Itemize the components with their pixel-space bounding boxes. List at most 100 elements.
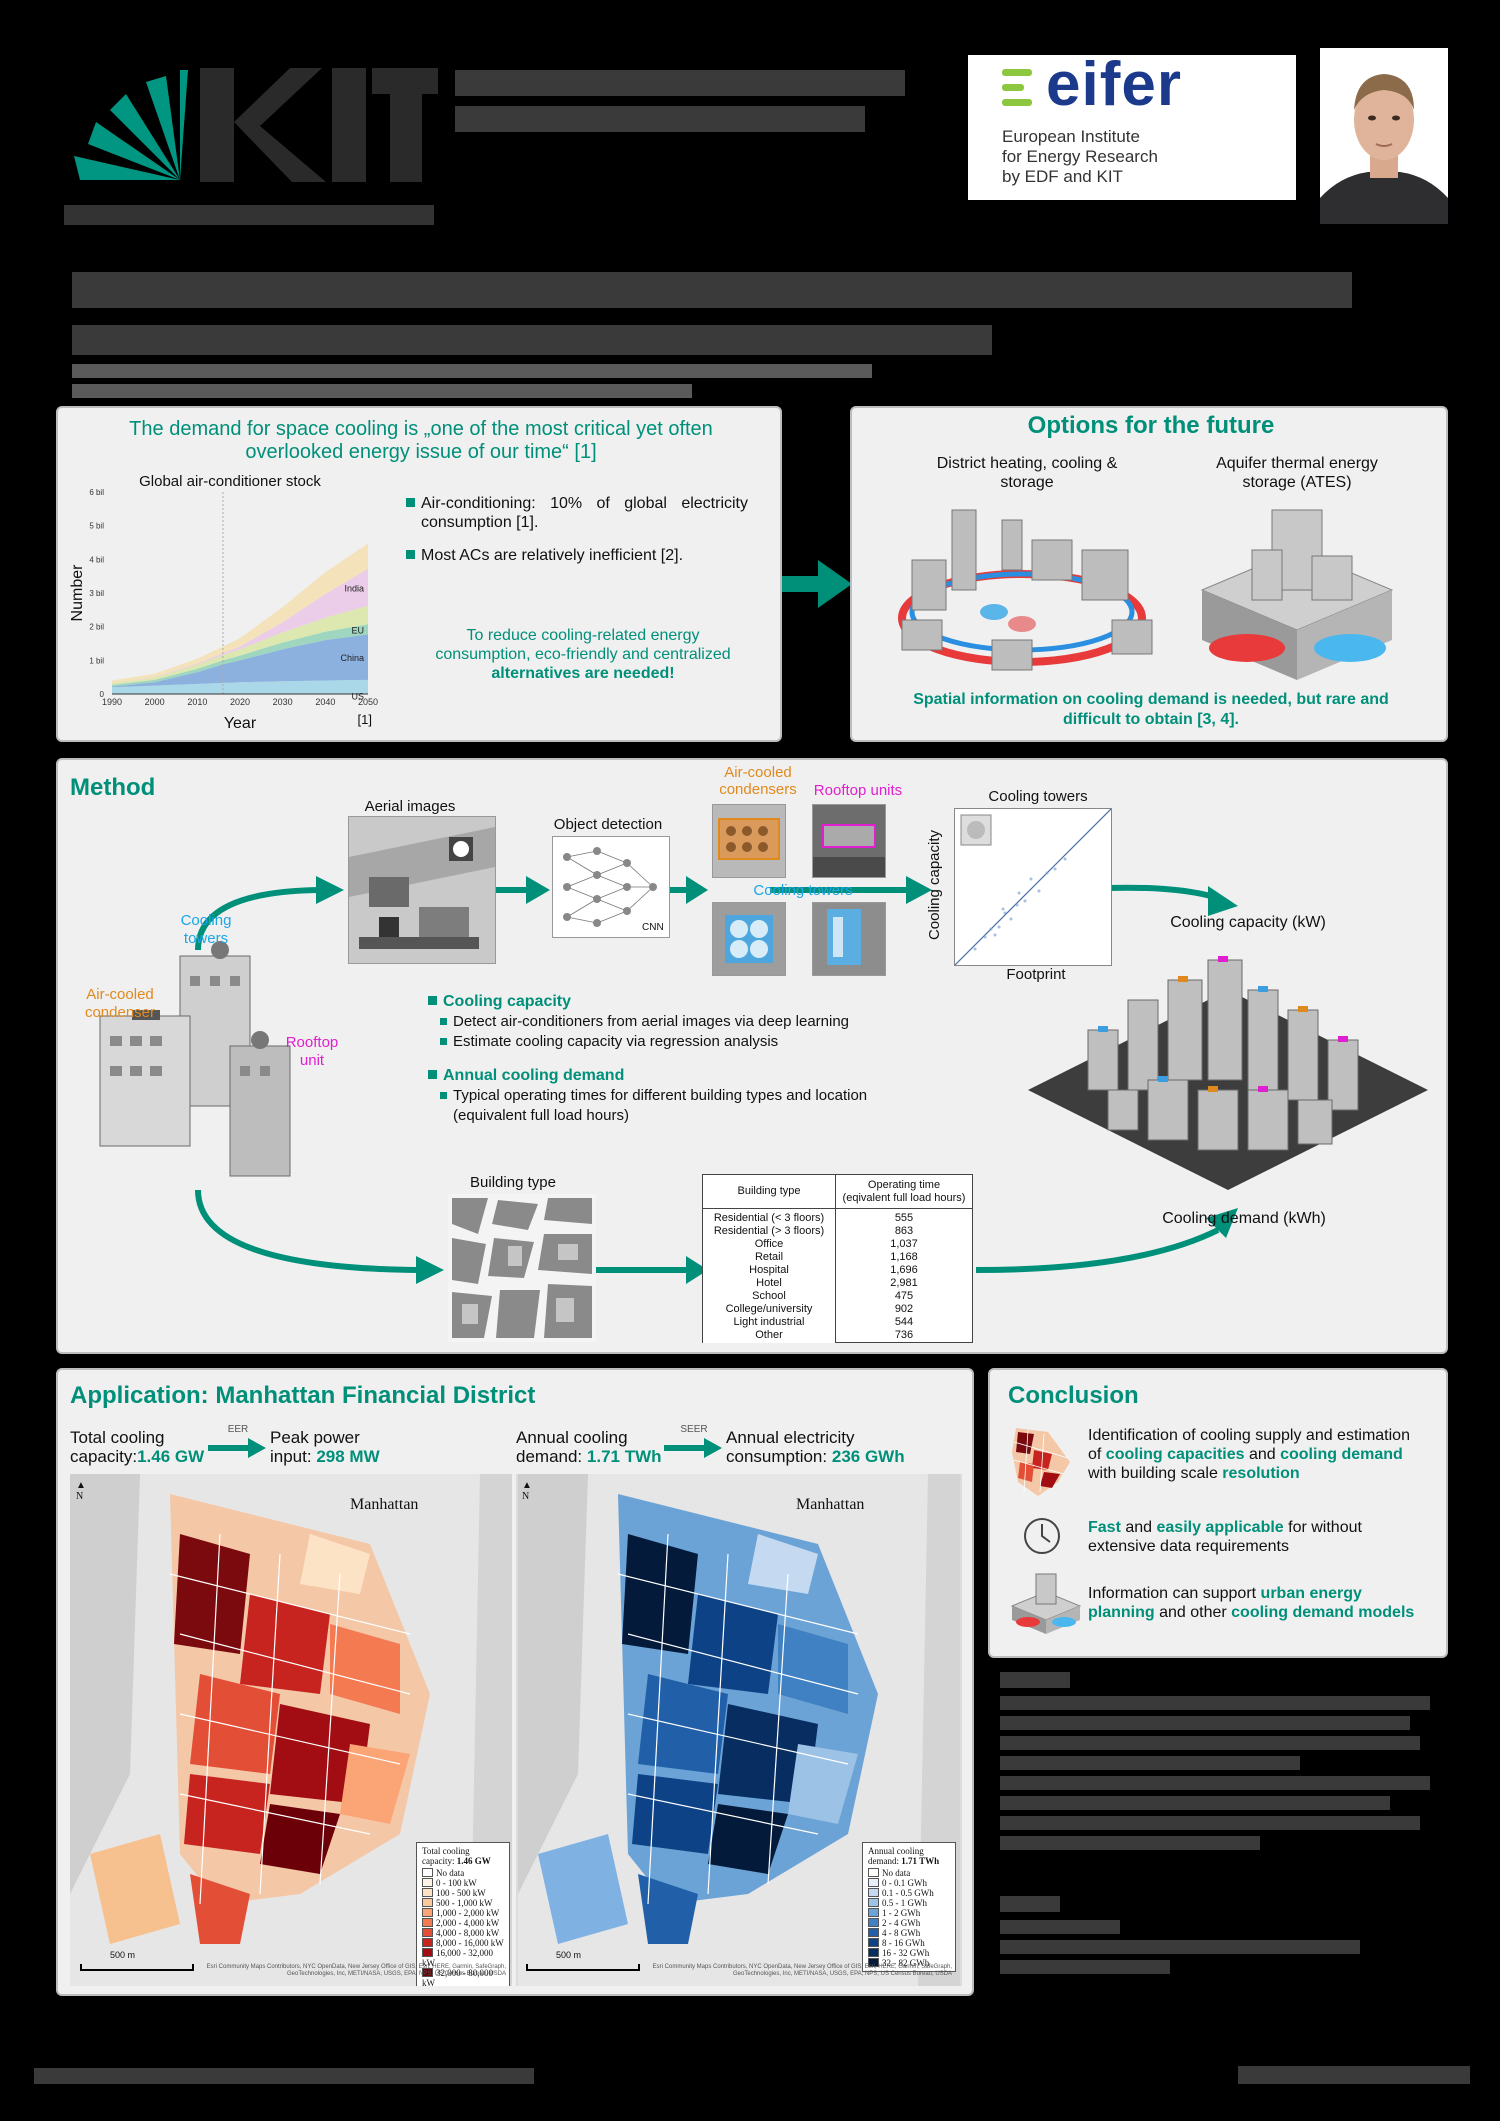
map-place-label: Manhattan	[796, 1496, 865, 1513]
eifer-wordmark: eifer	[1046, 50, 1182, 119]
map-credits: Esri Community Maps Contributors, NYC Op…	[206, 1964, 506, 1977]
bldg-air-cooled-condenser-label: Air-cooled condenser	[84, 986, 156, 1021]
scale-label: 500 m	[556, 1950, 582, 1960]
legend-swatch	[868, 1928, 879, 1937]
cooling-tower-crop-2	[812, 902, 886, 976]
footer-right-redacted	[1238, 2066, 1470, 2084]
series-area-eu	[112, 624, 368, 687]
y-tick-label: 6 bil	[89, 488, 104, 497]
scale-bar	[80, 1964, 194, 1971]
contact-line-redacted	[1000, 1960, 1170, 1974]
bullet-icon	[440, 1038, 447, 1045]
building-type-label: Building type	[470, 1174, 556, 1191]
reference-line-redacted	[1000, 1756, 1300, 1770]
reference-line-redacted	[1000, 1816, 1420, 1830]
legend-label: 1 - 2 GWh	[882, 1908, 921, 1918]
series-label: India	[344, 583, 364, 593]
x-tick-label: 2030	[273, 697, 293, 707]
x-tick-label: 2040	[315, 697, 335, 707]
legend-label: 2 - 4 GWh	[882, 1918, 921, 1928]
legend-swatch	[422, 1898, 433, 1907]
method-text: Cooling capacity Detect air-conditioners…	[428, 992, 1028, 1126]
conclusion-item-3: Information can support urban energy pla…	[1088, 1585, 1415, 1621]
legend-label: 0 - 0.1 GWh	[882, 1878, 927, 1888]
cooling-demand-kwh-label: Cooling demand (kWh)	[1162, 1210, 1326, 1227]
scale-label: 500 m	[110, 1950, 136, 1960]
ates-illustration	[1200, 509, 1394, 680]
legend-swatch	[868, 1948, 879, 1957]
method-title: Method	[70, 774, 156, 801]
demand-map-graphic	[518, 1474, 960, 1986]
conclusion-panel: Conclusion Identification of cooling sup…	[988, 1368, 1448, 1658]
method-item-cont: (equivalent full load hours)	[453, 1107, 629, 1124]
legend-label: 500 - 1,000 kW	[436, 1898, 493, 1908]
legend-swatch	[422, 1928, 433, 1937]
chart-reference: [1]	[358, 712, 372, 727]
author-portrait	[1320, 48, 1448, 224]
legend-swatch	[422, 1968, 433, 1977]
regression-chart	[954, 808, 1112, 966]
capacity-map: ▲ N Manhattan Total cooling capacity: 1.4…	[70, 1474, 512, 1986]
legend-item: 4,000 - 8,000 kW	[422, 1928, 504, 1938]
contact-line-redacted	[1000, 1940, 1360, 1954]
legend-item: 1,000 - 2,000 kW	[422, 1908, 504, 1918]
aerial-image	[348, 816, 496, 964]
reference-line-redacted	[1000, 1796, 1390, 1810]
legend-label: 32,000 - 80,000 kW	[422, 1968, 493, 1986]
legend-label: 4 - 8 GWh	[882, 1928, 921, 1938]
method-flow-arrows	[195, 876, 1238, 1284]
north-arrow-icon: ▲ N	[76, 1480, 86, 1502]
institute-name-redacted	[455, 70, 905, 96]
kit-logo	[64, 68, 438, 225]
legend-item: No data	[868, 1868, 950, 1878]
y-tick-label: 4 bil	[89, 555, 104, 564]
condenser-crop	[712, 804, 786, 878]
legend-item: 1 - 2 GWh	[868, 1908, 950, 1918]
legend-item: 2 - 4 GWh	[868, 1918, 950, 1928]
table-header-time: Operating time (eqivalent full load hours…	[835, 1174, 973, 1209]
legend-item: 16 - 32 GWh	[868, 1948, 950, 1958]
reference-line-redacted	[1000, 1836, 1260, 1850]
legend-label: 2,000 - 4,000 kW	[436, 1918, 500, 1928]
y-tick-label: 5 bil	[89, 522, 104, 531]
references-heading-redacted	[1000, 1672, 1070, 1688]
legend-item: 0 - 0.1 GWh	[868, 1878, 950, 1888]
series-area-other-3	[112, 605, 368, 685]
legend-item: 32 - 82 GWh	[868, 1958, 950, 1968]
bldg-rooftop-unit-label: Rooftop unit	[285, 1034, 339, 1069]
legend-item: 2,000 - 4,000 kW	[422, 1918, 504, 1928]
footprint-axis: Footprint	[1006, 966, 1066, 983]
option-ates: Aquifer thermal energy storage (ATES)	[1216, 455, 1378, 491]
legend-swatch	[868, 1878, 879, 1887]
reference-line-redacted	[1000, 1776, 1430, 1790]
y-tick-label: 1 bil	[89, 656, 104, 665]
legend-swatch	[868, 1918, 879, 1927]
table-row: Residential (< 3 floors) Residential (> 3…	[702, 1208, 973, 1343]
eifer-tagline: European Institute for Energy Research b…	[1002, 127, 1158, 186]
affiliations-redacted	[72, 364, 872, 378]
district-heating-illustration	[898, 509, 1153, 671]
option-district-heating: District heating, cooling & storage	[936, 455, 1118, 491]
north-arrow-icon: ▲ N	[522, 1480, 532, 1502]
intro-heading: The demand for space cooling is „one of …	[129, 418, 713, 463]
application-title: Application: Manhattan Financial Distric…	[70, 1382, 536, 1409]
reference-line-redacted	[1000, 1696, 1430, 1710]
annual-demand: Annual cooling demand: 1.71 TWh	[516, 1428, 662, 1466]
conclusion-item-2: Fast and easily applicable for without e…	[1088, 1519, 1362, 1555]
total-capacity: Total cooling capacity:1.46 GW	[70, 1428, 205, 1466]
capacity-legend: Total cooling capacity: 1.46 GW No data 0…	[416, 1842, 510, 1986]
legend-swatch	[422, 1918, 433, 1927]
legend-item: 8 - 16 GWh	[868, 1938, 950, 1948]
building-illustration	[99, 941, 291, 1177]
x-tick-label: 2020	[230, 697, 250, 707]
legend-item: No data	[422, 1868, 504, 1878]
map-credits: Esri Community Maps Contributors, NYC Op…	[652, 1964, 952, 1977]
series-label: EU	[351, 625, 364, 635]
legend-swatch	[868, 1888, 879, 1897]
series-area-us	[112, 679, 368, 694]
demand-legend: Annual cooling demand: 1.71 TWh No data 0…	[862, 1842, 956, 1972]
rooftop-units-label: Rooftop units	[813, 782, 903, 799]
x-tick-label: 2050	[358, 697, 378, 707]
contact-heading-redacted	[1000, 1896, 1060, 1912]
bullet-icon	[440, 1092, 447, 1099]
